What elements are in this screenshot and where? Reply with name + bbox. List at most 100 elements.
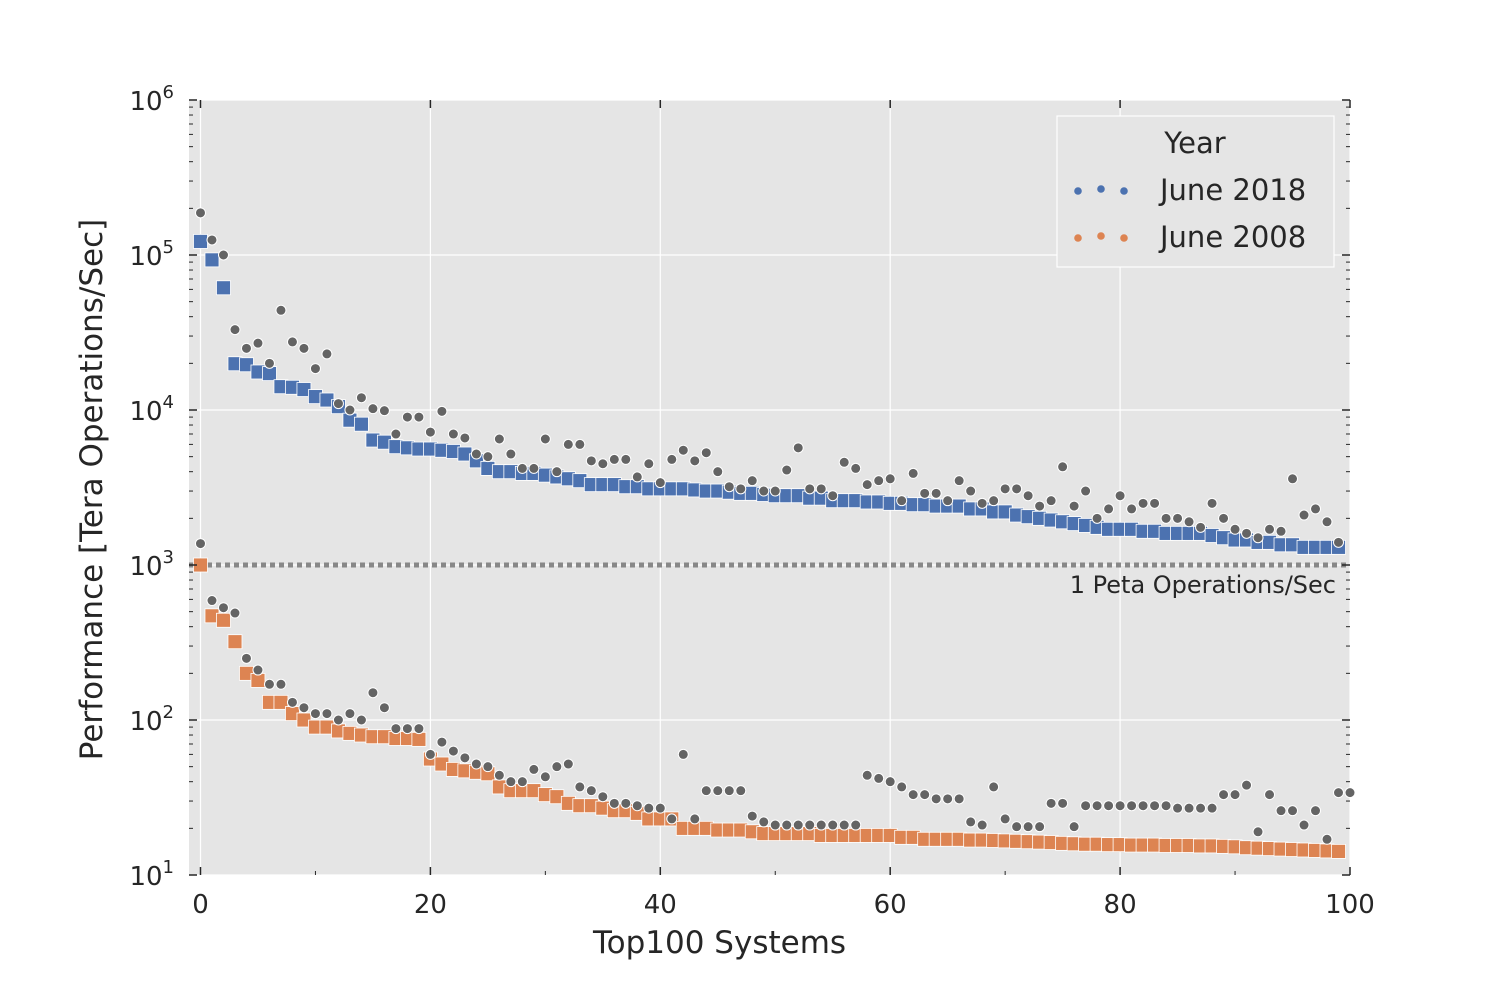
data-point-circle xyxy=(723,481,735,493)
axes: 0 20 40 60 80 100 101 102 103 104 105 106 xyxy=(129,82,1374,920)
data-point-circle xyxy=(907,467,919,479)
data-point-circle xyxy=(677,748,689,760)
data-point-circle xyxy=(965,816,977,828)
data-point-circle xyxy=(1206,497,1218,509)
y-tick-label: 106 xyxy=(129,82,174,117)
data-point-circle xyxy=(574,438,586,450)
data-point-circle xyxy=(263,678,275,690)
data-point-circle xyxy=(390,723,402,735)
y-tick-label: 104 xyxy=(129,392,174,427)
data-point-circle xyxy=(1137,497,1149,509)
data-point-circle xyxy=(827,819,839,831)
data-point-circle xyxy=(907,789,919,801)
legend-title: Year xyxy=(1163,126,1225,160)
x-tick-label: 0 xyxy=(192,890,209,920)
data-point-square xyxy=(1331,843,1346,859)
data-point-circle xyxy=(827,490,839,502)
data-point-square xyxy=(216,612,231,628)
data-point-circle xyxy=(792,442,804,454)
data-point-circle xyxy=(309,363,321,375)
data-point-circle xyxy=(1137,800,1149,812)
data-point-circle xyxy=(459,432,471,444)
data-point-circle xyxy=(240,652,252,664)
data-point-circle xyxy=(539,771,551,783)
data-point-circle xyxy=(1241,779,1253,791)
data-point-circle xyxy=(1057,461,1069,473)
data-point-circle xyxy=(574,781,586,793)
data-point-circle xyxy=(1344,787,1356,799)
data-point-circle xyxy=(298,702,310,714)
data-point-circle xyxy=(884,776,896,788)
data-point-circle xyxy=(723,785,735,797)
data-point-circle xyxy=(1172,802,1184,814)
data-point-circle xyxy=(643,458,655,470)
data-point-circle xyxy=(919,487,931,499)
data-point-circle xyxy=(1080,485,1092,497)
data-point-circle xyxy=(1068,821,1080,833)
data-point-circle xyxy=(838,456,850,468)
legend-dot xyxy=(1074,234,1082,242)
data-point-circle xyxy=(286,336,298,348)
reference-line-group: 1 Peta Operations/Sec xyxy=(189,562,1350,599)
data-point-circle xyxy=(735,785,747,797)
y-tick-label: 105 xyxy=(129,237,174,272)
data-point-circle xyxy=(873,772,885,784)
data-point-circle xyxy=(689,455,701,467)
data-point-circle xyxy=(965,485,977,497)
data-point-circle xyxy=(286,696,298,708)
data-point-circle xyxy=(459,752,471,764)
data-point-circle xyxy=(424,748,436,760)
data-point-circle xyxy=(953,475,965,487)
legend-dot xyxy=(1074,187,1082,195)
x-tick-label: 100 xyxy=(1325,890,1375,920)
data-point-circle xyxy=(1114,800,1126,812)
data-point-circle xyxy=(505,448,517,460)
data-point-circle xyxy=(700,447,712,459)
data-point-circle xyxy=(240,342,252,354)
data-point-circle xyxy=(1126,800,1138,812)
data-point-circle xyxy=(999,483,1011,495)
data-point-circle xyxy=(378,702,390,714)
data-point-circle xyxy=(942,793,954,805)
legend-label-june-2008: June 2008 xyxy=(1158,220,1306,254)
legend-dot xyxy=(1120,234,1128,242)
data-point-circle xyxy=(470,758,482,770)
data-point-circle xyxy=(1183,802,1195,814)
data-point-circle xyxy=(194,207,206,219)
data-point-circle xyxy=(309,708,321,720)
data-point-square xyxy=(216,280,231,296)
data-point-circle xyxy=(493,769,505,781)
data-point-circle xyxy=(1011,821,1023,833)
data-point-circle xyxy=(689,813,701,825)
data-point-circle xyxy=(999,813,1011,825)
x-tick-label: 20 xyxy=(414,890,447,920)
data-point-circle xyxy=(1195,802,1207,814)
data-point-square xyxy=(354,416,369,432)
data-point-circle xyxy=(838,819,850,831)
data-point-circle xyxy=(252,337,264,349)
data-point-circle xyxy=(252,664,264,676)
data-point-circle xyxy=(562,438,574,450)
data-point-circle xyxy=(1241,527,1253,539)
data-point-circle xyxy=(988,781,1000,793)
legend: Year June 2018 June 2008 xyxy=(1056,115,1335,268)
data-point-circle xyxy=(378,405,390,417)
data-point-circle xyxy=(988,495,1000,507)
data-point-circle xyxy=(1333,536,1345,548)
data-point-circle xyxy=(344,404,356,416)
data-point-circle xyxy=(1022,821,1034,833)
data-point-circle xyxy=(1287,805,1299,817)
data-point-circle xyxy=(930,793,942,805)
data-point-circle xyxy=(447,745,459,757)
data-point-circle xyxy=(1310,805,1322,817)
data-point-circle xyxy=(804,819,816,831)
data-point-circle xyxy=(942,495,954,507)
data-point-circle xyxy=(643,802,655,814)
data-point-circle xyxy=(413,723,425,735)
data-point-circle xyxy=(1264,789,1276,801)
data-point-circle xyxy=(712,785,724,797)
data-point-circle xyxy=(401,723,413,735)
data-point-square xyxy=(193,234,208,249)
data-point-circle xyxy=(1103,800,1115,812)
